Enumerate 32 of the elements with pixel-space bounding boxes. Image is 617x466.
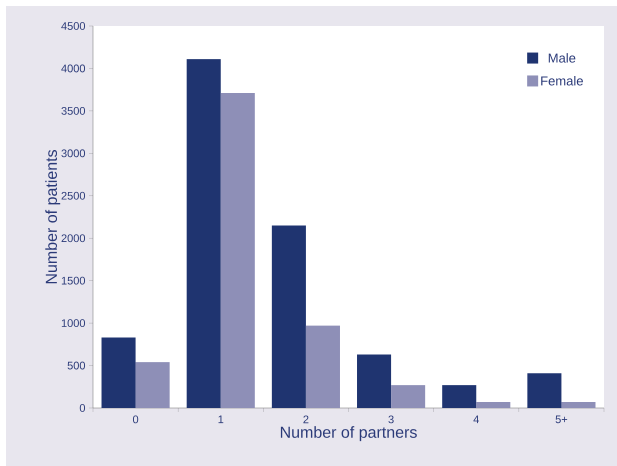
bar	[136, 362, 170, 408]
y-axis-title: Number of patients	[45, 150, 60, 284]
bar	[561, 402, 596, 408]
bar	[442, 385, 476, 408]
y-tick-label: 2000	[62, 234, 86, 242]
y-tick-label: 3000	[61, 149, 86, 158]
legend-label: Male	[548, 53, 576, 63]
y-tick-label: 2500	[62, 192, 86, 200]
bar	[272, 225, 306, 408]
x-tick-label: 1	[218, 416, 224, 424]
y-tick-label: 500	[68, 362, 86, 370]
y-tick-label: 0	[80, 404, 86, 412]
bar	[476, 402, 510, 408]
y-tick-label: 1000	[62, 319, 86, 328]
legend-label: Female	[541, 76, 583, 86]
x-tick-label: 5+	[556, 416, 568, 424]
x-tick-label: 2	[303, 416, 308, 424]
bar	[102, 338, 136, 408]
y-tick-label: 3500	[61, 106, 86, 115]
y-tick-label: 4000	[61, 64, 86, 72]
bar	[357, 354, 392, 408]
bar	[391, 385, 426, 408]
y-tick-label: 1500	[62, 276, 86, 285]
x-axis-title: Number of partners	[280, 426, 417, 442]
x-tick-label: 4	[473, 416, 479, 424]
bar	[220, 93, 255, 408]
x-tick-label: 0	[132, 416, 138, 424]
x-tick-label: 3	[388, 416, 394, 424]
bar	[527, 373, 562, 408]
y-tick-label: 4500	[61, 22, 86, 30]
bar	[306, 326, 340, 408]
bar	[186, 59, 221, 408]
